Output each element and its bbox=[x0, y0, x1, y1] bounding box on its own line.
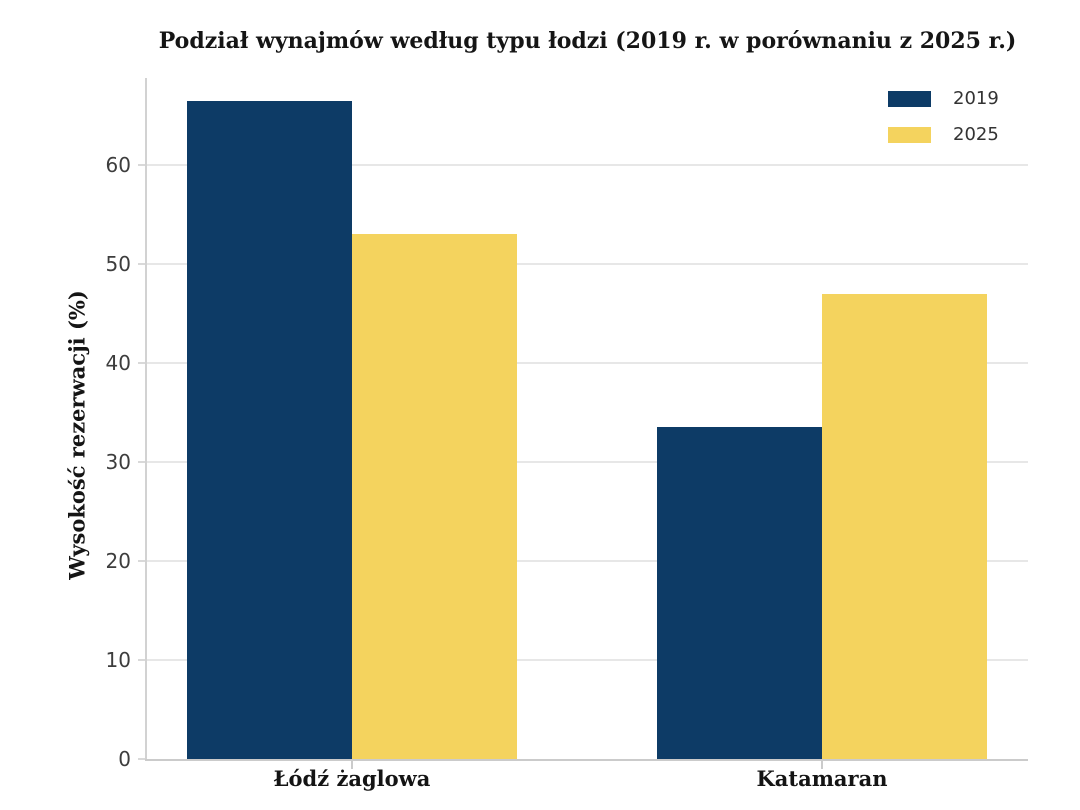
y-tick-label: 20 bbox=[105, 549, 131, 573]
legend-item-2025: 2025 bbox=[888, 126, 999, 144]
legend: 2019 2025 bbox=[888, 90, 999, 162]
x-axis-line bbox=[145, 759, 1028, 761]
y-tick-mark bbox=[138, 164, 147, 166]
chart-title: Podział wynajmów według typu łodzi (2019… bbox=[158, 28, 1017, 54]
y-tick-label: 40 bbox=[105, 351, 131, 375]
y-axis-line bbox=[145, 78, 147, 759]
bar-2025-lodz-zaglowa bbox=[352, 234, 517, 759]
legend-swatch-2025 bbox=[888, 127, 931, 143]
legend-label-2025: 2025 bbox=[953, 124, 999, 145]
bar-2019-lodz-zaglowa bbox=[187, 101, 352, 759]
bar-2019-katamaran bbox=[657, 427, 822, 759]
y-tick-label: 50 bbox=[105, 252, 131, 276]
y-tick-label: 30 bbox=[105, 450, 131, 474]
y-tick-mark bbox=[138, 659, 147, 661]
x-tick-mark bbox=[821, 761, 823, 769]
y-tick-mark bbox=[138, 461, 147, 463]
y-tick-label: 0 bbox=[118, 747, 131, 771]
y-tick-mark bbox=[138, 560, 147, 562]
y-gridline bbox=[147, 560, 1028, 562]
y-gridline bbox=[147, 164, 1028, 166]
bar-2025-katamaran bbox=[822, 294, 987, 759]
legend-swatch-2019 bbox=[888, 91, 931, 107]
legend-label-2019: 2019 bbox=[953, 88, 999, 109]
y-tick-label: 60 bbox=[105, 153, 131, 177]
y-tick-mark bbox=[138, 362, 147, 364]
y-gridline bbox=[147, 461, 1028, 463]
legend-item-2019: 2019 bbox=[888, 90, 999, 108]
y-tick-label: 10 bbox=[105, 648, 131, 672]
x-tick-mark bbox=[351, 761, 353, 769]
x-category-label: Łódź żaglowa bbox=[273, 766, 431, 791]
y-tick-mark bbox=[138, 263, 147, 265]
y-tick-mark bbox=[138, 758, 147, 760]
y-gridline bbox=[147, 362, 1028, 364]
y-gridline bbox=[147, 659, 1028, 661]
y-gridline bbox=[147, 263, 1028, 265]
x-category-label: Katamaran bbox=[756, 766, 888, 791]
